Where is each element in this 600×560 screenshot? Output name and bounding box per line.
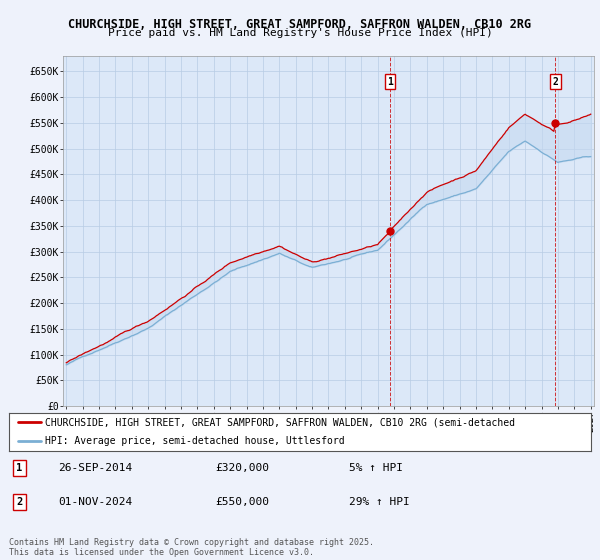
Text: 1: 1 [16,464,23,473]
Text: 29% ↑ HPI: 29% ↑ HPI [349,497,410,507]
Text: £550,000: £550,000 [215,497,269,507]
Text: 1: 1 [387,77,393,87]
Text: £320,000: £320,000 [215,464,269,473]
Text: CHURCHSIDE, HIGH STREET, GREAT SAMPFORD, SAFFRON WALDEN, CB10 2RG: CHURCHSIDE, HIGH STREET, GREAT SAMPFORD,… [68,18,532,31]
Text: 2: 2 [552,77,558,87]
Text: 01-NOV-2024: 01-NOV-2024 [58,497,133,507]
Text: 26-SEP-2014: 26-SEP-2014 [58,464,133,473]
Text: 5% ↑ HPI: 5% ↑ HPI [349,464,403,473]
Text: 2: 2 [16,497,23,507]
Text: Contains HM Land Registry data © Crown copyright and database right 2025.
This d: Contains HM Land Registry data © Crown c… [9,538,374,557]
Text: CHURCHSIDE, HIGH STREET, GREAT SAMPFORD, SAFFRON WALDEN, CB10 2RG (semi-detached: CHURCHSIDE, HIGH STREET, GREAT SAMPFORD,… [45,417,515,427]
Text: Price paid vs. HM Land Registry's House Price Index (HPI): Price paid vs. HM Land Registry's House … [107,28,493,38]
Text: HPI: Average price, semi-detached house, Uttlesford: HPI: Average price, semi-detached house,… [45,436,345,446]
